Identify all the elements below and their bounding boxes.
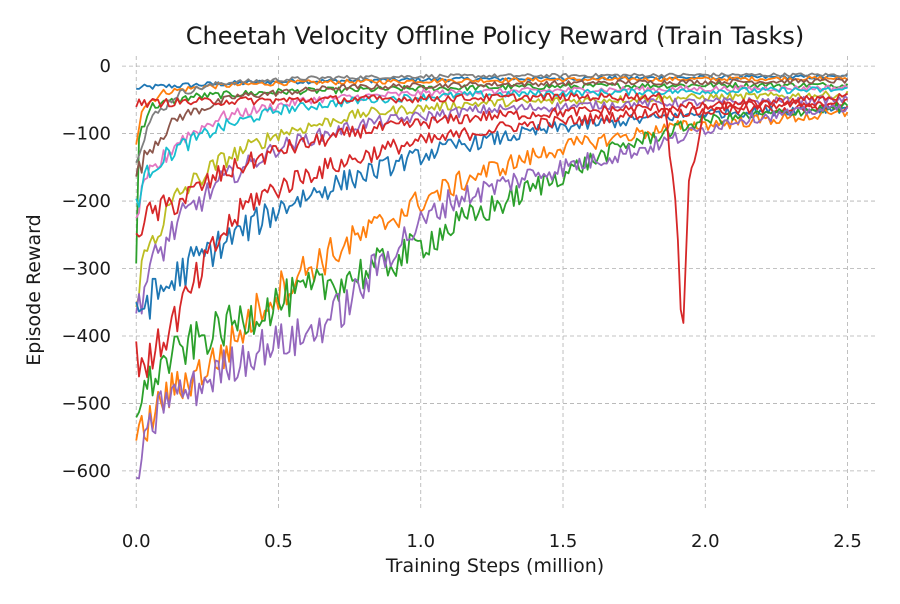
series-line-task-9 (135, 95, 849, 315)
chart-title: Cheetah Velocity Offline Policy Reward (… (186, 22, 805, 50)
series-line-task-3 (135, 81, 849, 264)
series-line-task-2 (135, 75, 848, 145)
y-tick-label: −600 (62, 461, 111, 482)
series-line-task-4 (135, 72, 849, 164)
series-group (135, 72, 849, 480)
x-tick-label: 1.0 (406, 531, 435, 552)
series-line-task-5 (135, 78, 849, 177)
grid (122, 56, 876, 508)
series-line-task-6 (135, 84, 849, 219)
x-tick-label: 2.0 (691, 531, 720, 552)
x-axis-ticks: 0.0 0.5 1.0 1.5 2.0 2.5 (122, 531, 862, 552)
x-tick-label: 2.5 (833, 531, 862, 552)
series-line-task-10 (135, 98, 848, 238)
series-line-task-13 (135, 109, 849, 442)
x-tick-label: 1.5 (549, 531, 578, 552)
y-axis-ticks: 0 −100 −200 −300 −400 −500 −600 (62, 56, 111, 482)
y-tick-label: 0 (100, 56, 111, 77)
y-tick-label: −500 (62, 393, 111, 414)
series-line-task-14 (135, 102, 849, 418)
series-line-task-16 (135, 92, 848, 324)
y-tick-label: −100 (62, 124, 111, 145)
y-tick-label: −400 (62, 326, 111, 347)
x-axis-label: Training Steps (million) (385, 555, 604, 577)
series-line-task-8 (135, 90, 849, 308)
y-tick-label: −300 (62, 259, 111, 280)
x-tick-label: 0.0 (122, 531, 151, 552)
y-axis-label: Episode Reward (23, 214, 45, 365)
x-tick-label: 0.5 (264, 531, 293, 552)
y-tick-label: −200 (62, 191, 111, 212)
series-line-task-15 (135, 103, 849, 480)
